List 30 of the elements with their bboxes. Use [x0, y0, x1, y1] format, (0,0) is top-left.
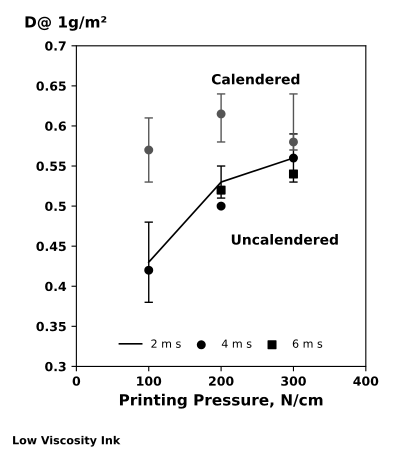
- x-tick-label: 300: [281, 376, 306, 386]
- legend-label: 4 m s: [222, 340, 252, 348]
- y-tick-label: 0.7: [45, 41, 66, 51]
- point: [216, 186, 226, 195]
- x-tick-label: 100: [137, 376, 162, 386]
- legend-label: 2 m s: [151, 339, 181, 348]
- y-tick-label: 0.4: [45, 282, 66, 292]
- point: [216, 109, 226, 118]
- x-tick-label: 200: [209, 376, 234, 386]
- point: [144, 145, 154, 154]
- point: [216, 202, 226, 211]
- point: [288, 154, 298, 163]
- x-tick-label: 400: [353, 376, 378, 386]
- y-axis-title: D@ 1g/m²: [26, 16, 106, 31]
- annotation: Calendered: [212, 74, 300, 84]
- y-tick-label: 0.3: [45, 362, 66, 372]
- point: [288, 170, 298, 179]
- legend-label: 6 m s: [292, 339, 322, 348]
- x-tick-label: 0: [72, 376, 80, 386]
- y-tick-label: 0.65: [36, 81, 66, 91]
- point: [288, 137, 298, 146]
- text: Low Viscosity Ink: [13, 436, 120, 447]
- y-tick-label: 0.55: [36, 161, 66, 171]
- y-tick-label: 0.5: [45, 202, 66, 212]
- y-tick-label: 0.45: [36, 242, 66, 252]
- x-axis-title: Printing Pressure, N/cm: [120, 394, 322, 409]
- y-tick-label: 0.35: [36, 322, 66, 332]
- annotation: Uncalendered: [232, 234, 338, 245]
- y-tick-label: 0.6: [45, 121, 66, 131]
- point: [144, 266, 154, 275]
